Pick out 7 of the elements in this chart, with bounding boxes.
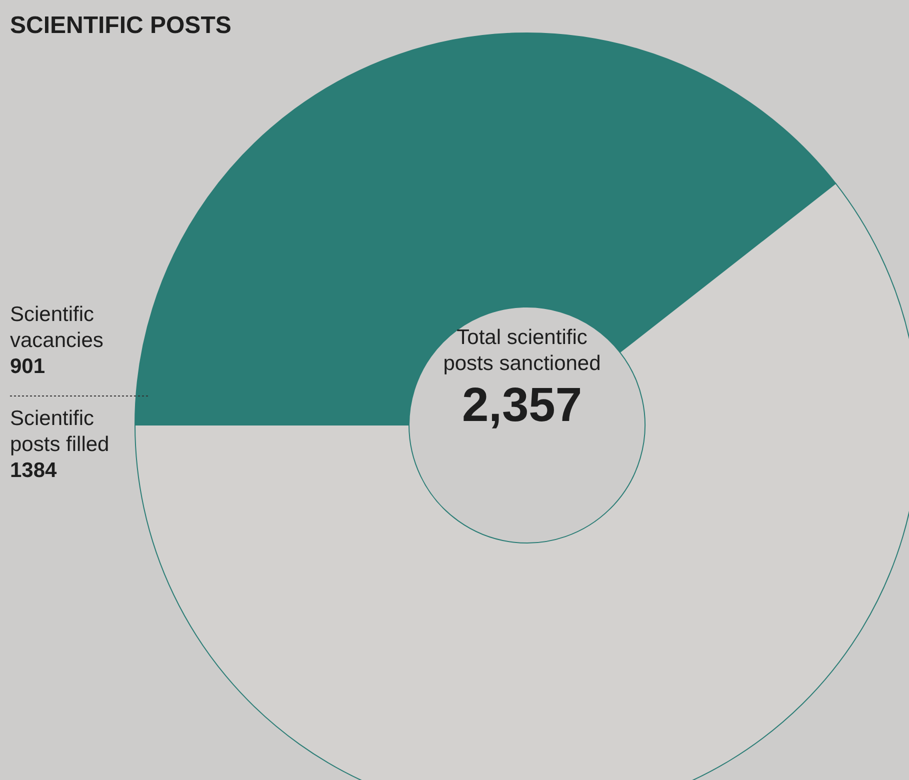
data-label: 1384 — [10, 458, 58, 484]
data-label: 901 — [10, 354, 46, 380]
slice-label: Scientific vacancies — [10, 302, 104, 354]
text: Total scientific posts sanctioned — [442, 325, 602, 377]
text: 2,357 — [460, 378, 584, 434]
chart-title: SCIENTIFIC POSTS — [10, 12, 232, 40]
slice-label: Scientific posts filled — [10, 406, 110, 458]
